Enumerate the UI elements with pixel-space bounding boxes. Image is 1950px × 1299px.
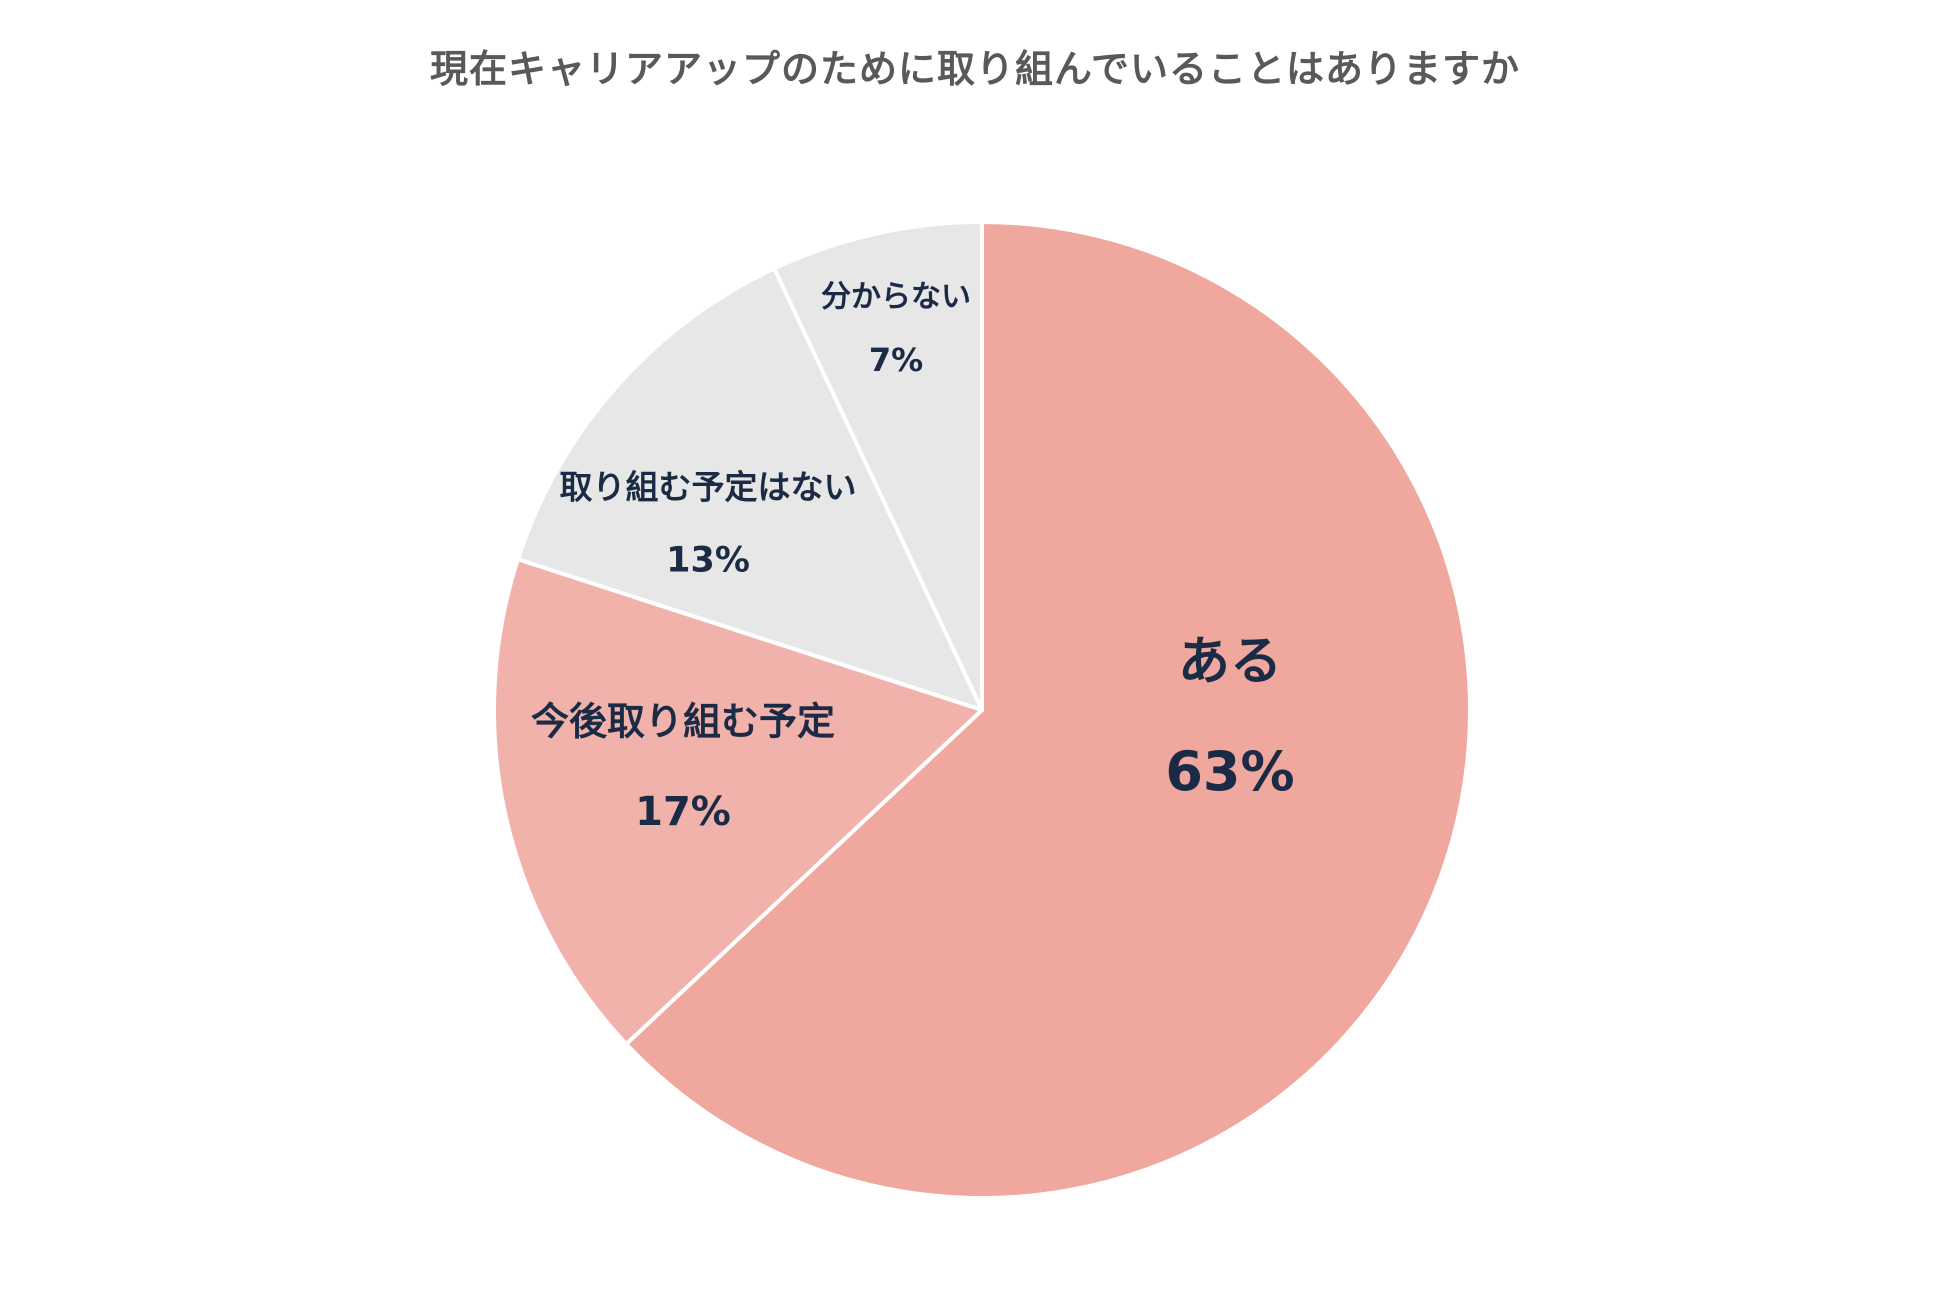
slice-value-label: 17% (635, 789, 731, 835)
chart-title: 現在キャリアアップのために取り組んでいることはありますか (429, 47, 1521, 91)
slice-value-label: 7% (869, 341, 923, 379)
slice-name-label: 今後取り組む予定 (531, 699, 835, 743)
pie-slice-4 (772, 220, 984, 712)
slice-name-label: 取り組む予定はない (560, 468, 857, 507)
slice-name-label: 分からない (821, 280, 971, 315)
pie-slices (492, 220, 1472, 1200)
pie-slice-3 (515, 266, 984, 712)
slice-value-label: 63% (1165, 740, 1294, 803)
slice-name-label: ある (1178, 632, 1282, 692)
pie-labels: ある 63% 今後取り組む予定 17% 取り組む予定はない 13% 分からない 7% (531, 280, 1295, 836)
pie-slice-1 (624, 220, 1472, 1200)
pie-slice-2 (492, 557, 984, 1047)
slice-value-label: 13% (666, 540, 750, 580)
